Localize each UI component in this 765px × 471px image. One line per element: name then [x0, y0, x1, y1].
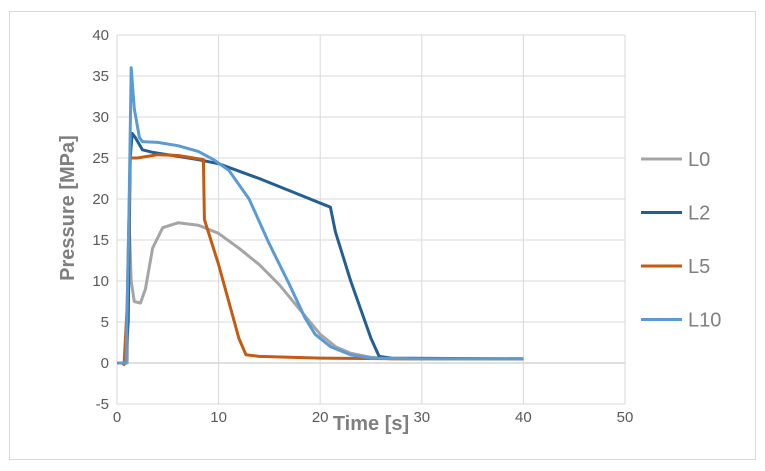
x-tick-label: 0 — [113, 409, 121, 426]
x-axis-title: Time [s] — [333, 413, 409, 435]
series-line-l10 — [117, 66, 524, 365]
legend-label-l0: L0 — [688, 149, 710, 171]
chart-frame — [9, 11, 756, 460]
legend-label-l5: L5 — [688, 256, 710, 278]
x-tick-label: 30 — [413, 409, 430, 426]
legend: L0 L2 L5 L10 — [641, 149, 721, 332]
x-tick-label: 50 — [617, 409, 634, 426]
series-lines — [117, 66, 524, 367]
y-tick-label: 40 — [92, 27, 109, 44]
y-tick-label: 15 — [92, 232, 109, 249]
y-tick-label: 20 — [92, 191, 109, 208]
y-axis-title: Pressure [MPa] — [57, 135, 79, 281]
y-tick-label: 5 — [101, 314, 109, 331]
y-tick-label: 30 — [92, 109, 109, 126]
y-tick-label: 10 — [92, 273, 109, 290]
y-tick-label: 35 — [92, 68, 109, 85]
y-tick-label: -5 — [96, 396, 109, 413]
y-tick-label: 25 — [92, 150, 109, 167]
legend-label-l2: L2 — [688, 203, 710, 225]
gridlines — [116, 34, 626, 405]
x-tick-label: 20 — [312, 409, 329, 426]
x-tick-label: 10 — [210, 409, 227, 426]
y-tick-label: 0 — [101, 355, 109, 372]
legend-label-l10: L10 — [688, 310, 721, 332]
x-tick-label: 40 — [515, 409, 532, 426]
